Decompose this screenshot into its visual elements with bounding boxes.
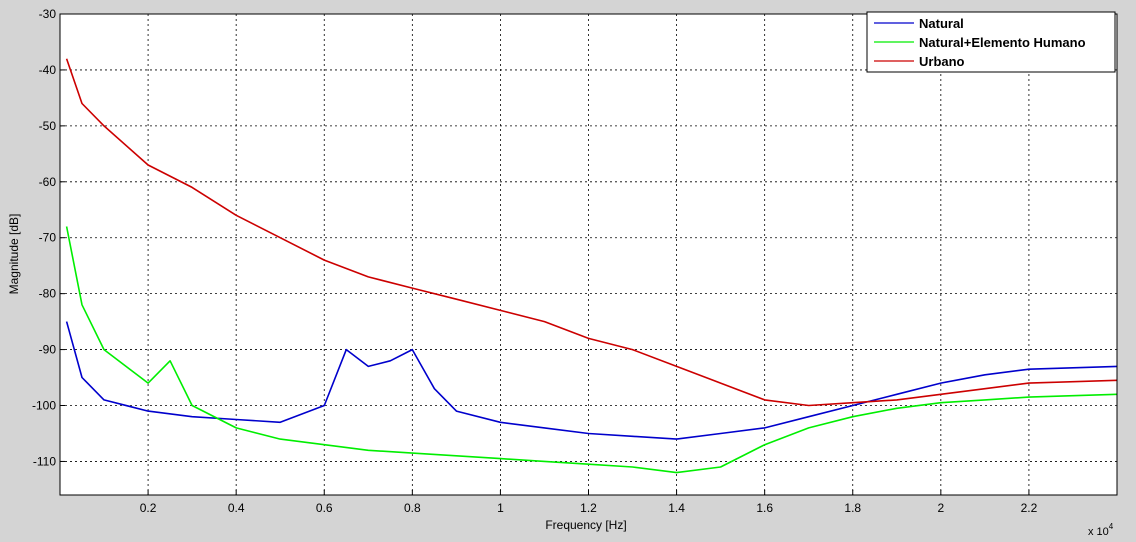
x-tick-label: 0.6	[316, 501, 333, 515]
legend-label-natural-humano: Natural+Elemento Humano	[919, 35, 1086, 50]
y-tick-label: -100	[32, 399, 56, 413]
y-tick-label: -110	[33, 454, 56, 468]
x-tick-label: 1.4	[668, 501, 685, 515]
x-tick-label: 0.2	[140, 501, 157, 515]
x-axis-exponent: x 104	[1088, 522, 1114, 538]
grid-lines	[60, 14, 1117, 495]
series-line-natural-elemento-humano	[65, 226, 1118, 474]
y-tick-label: -40	[39, 63, 57, 77]
series-layer	[65, 58, 1118, 474]
x-tick-label: 1	[497, 501, 504, 515]
x-tick-label: 1.6	[756, 501, 773, 515]
y-tick-label: -30	[39, 7, 57, 21]
legend: Natural Natural+Elemento Humano Urbano	[866, 11, 1116, 73]
x-tick-label: 2	[937, 501, 944, 515]
x-tick-label: 0.4	[228, 501, 245, 515]
x-tick-label: 1.2	[580, 501, 597, 515]
x-axis-ticks: 0.2 0.4 0.6 0.8 1 1.2 1.4 1.6 1.8 2 2.2	[140, 490, 1038, 515]
x-axis-exponent-base: x 10	[1088, 526, 1109, 538]
y-tick-label: -50	[39, 119, 57, 133]
x-axis-label: Frequency [Hz]	[545, 518, 626, 532]
y-axis-label: Magnitude [dB]	[7, 214, 21, 295]
x-tick-label: 1.8	[844, 501, 861, 515]
y-tick-label: -90	[39, 343, 57, 357]
legend-label-urbano: Urbano	[919, 54, 965, 69]
legend-label-natural: Natural	[919, 16, 964, 31]
x-tick-label: 0.8	[404, 501, 421, 515]
y-tick-label: -80	[39, 287, 57, 301]
x-axis-exponent-power: 4	[1109, 522, 1114, 531]
series-line-urbano	[65, 58, 1118, 407]
series-line-natural	[65, 321, 1118, 440]
y-tick-label: -70	[39, 231, 57, 245]
x-tick-label: 2.2	[1021, 501, 1038, 515]
y-axis-ticks: -30 -40 -50 -60 -70 -80 -90 -100 -110	[32, 7, 65, 468]
y-tick-label: -60	[39, 175, 57, 189]
